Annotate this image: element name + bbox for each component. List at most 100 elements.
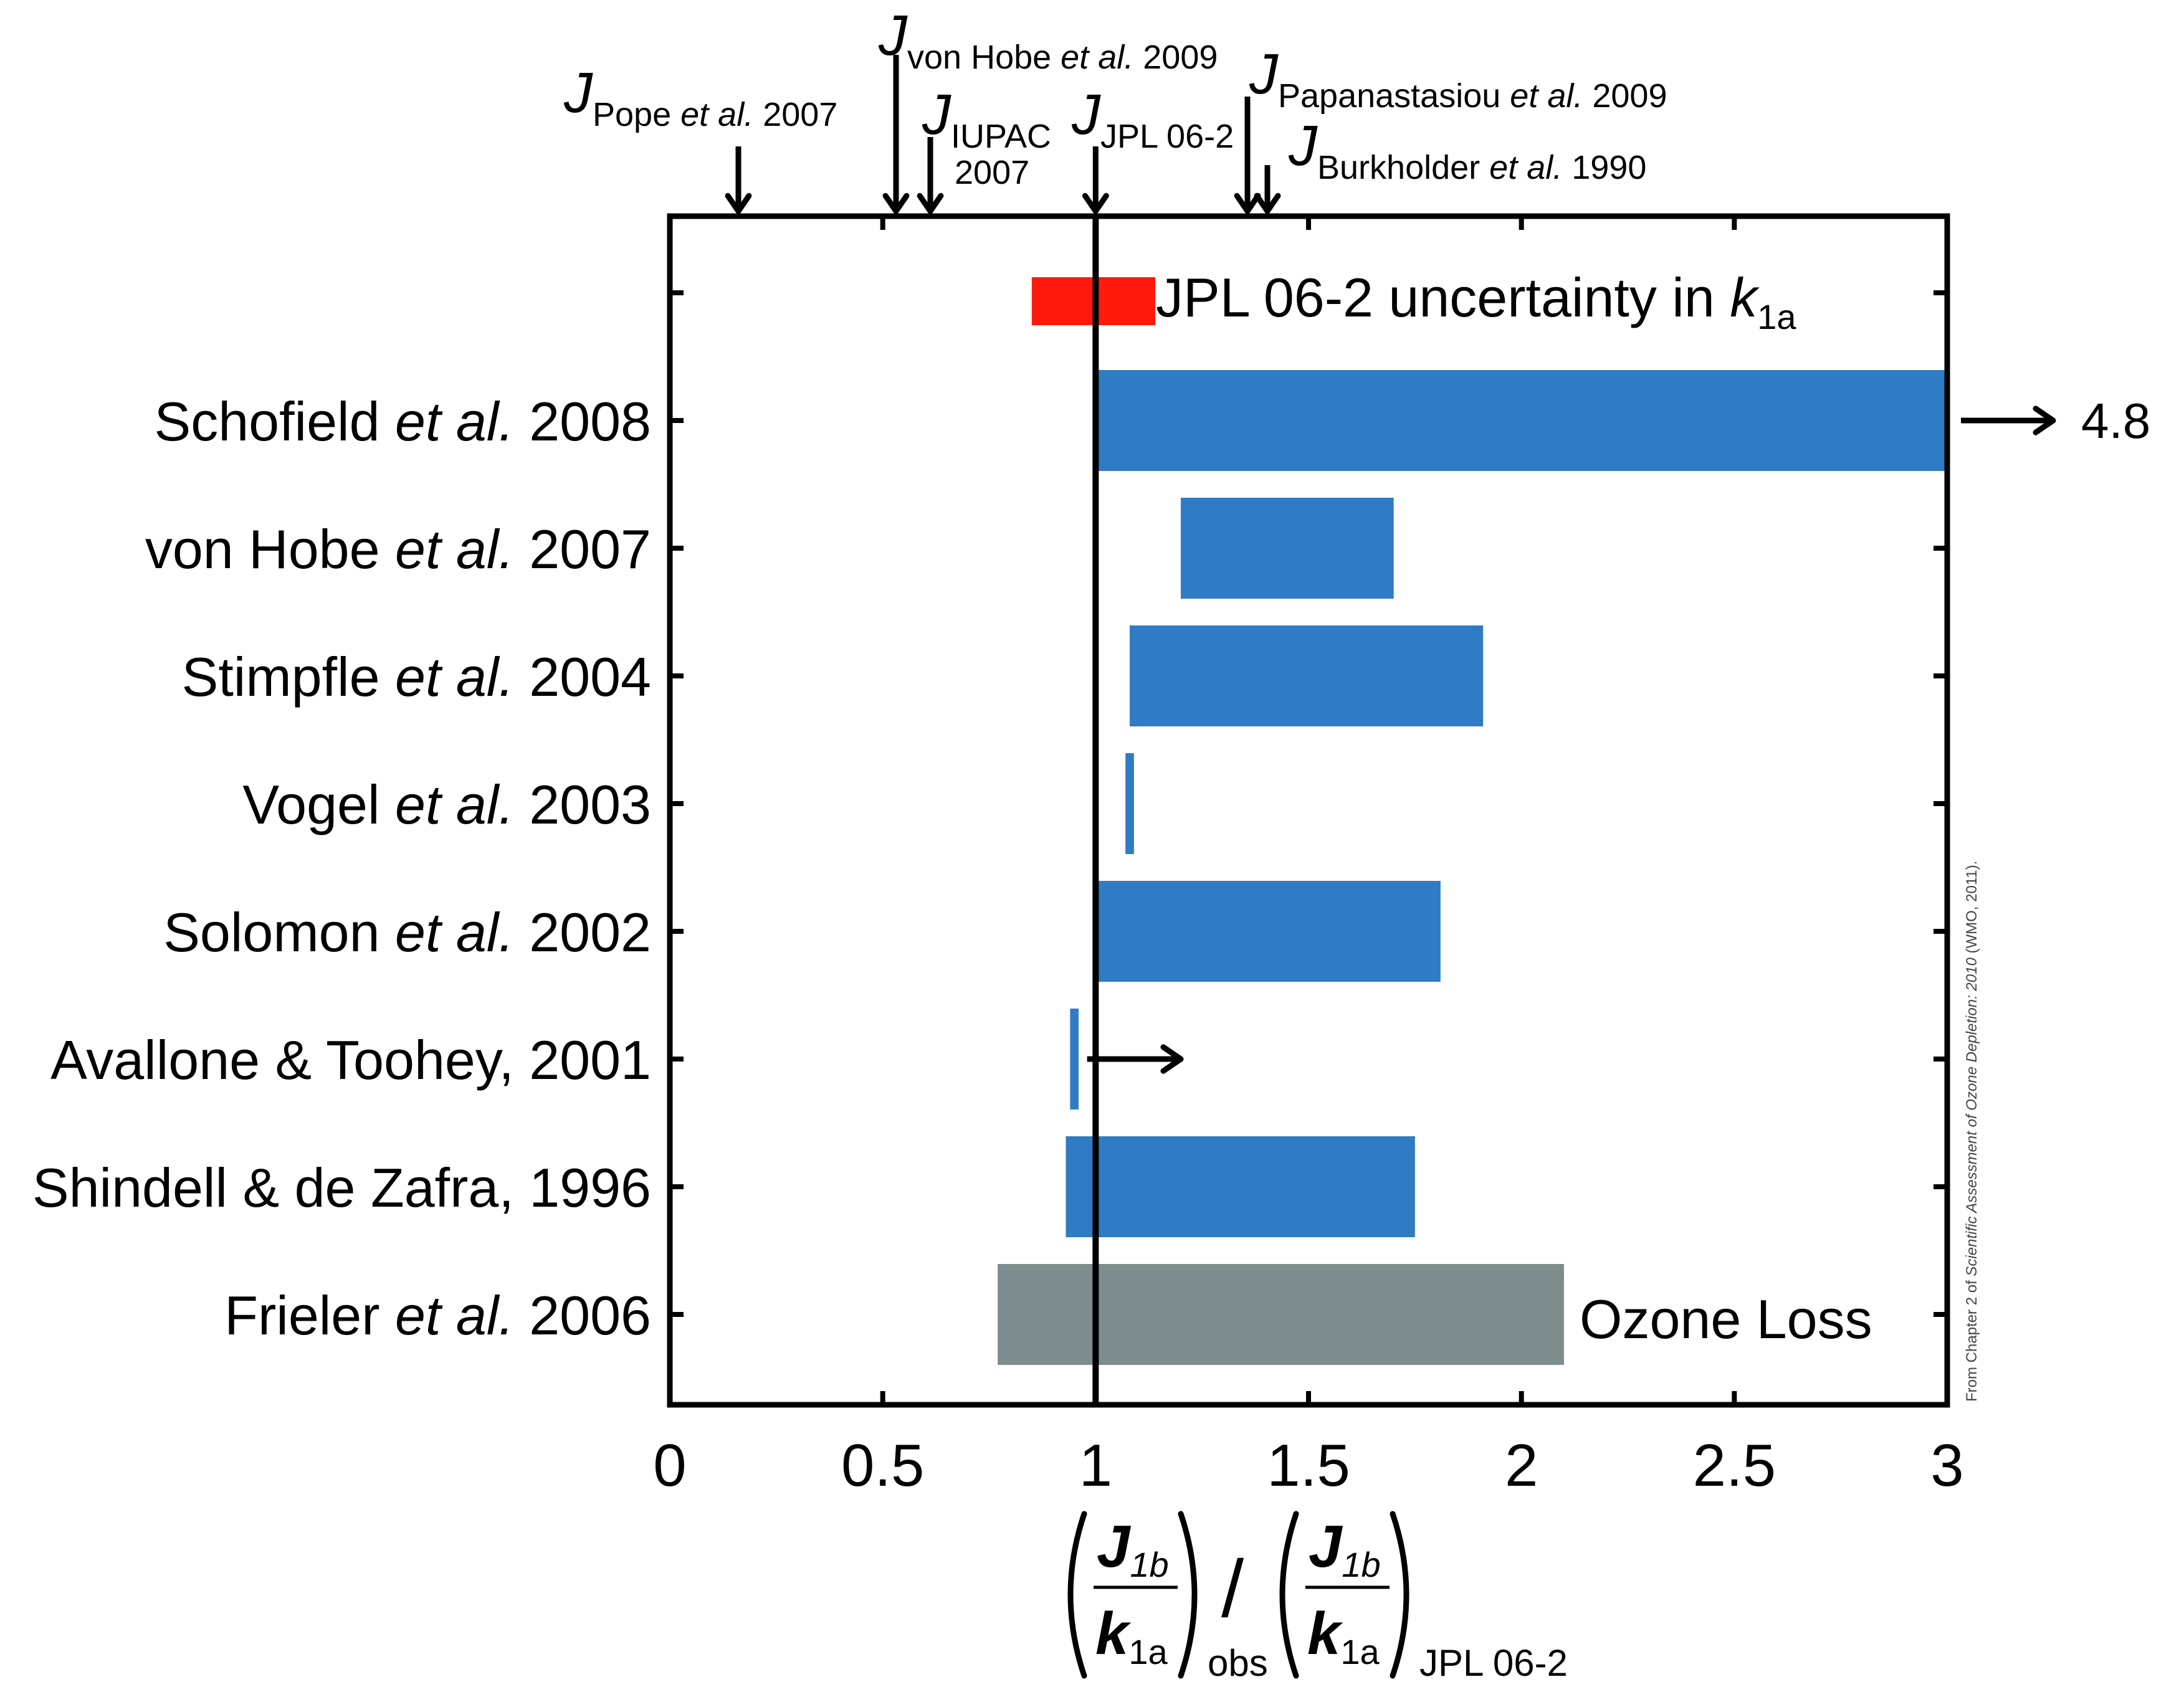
credit-part2: (WMO, 2011). xyxy=(1963,861,1980,958)
offscale-arrow xyxy=(1961,406,2056,435)
row-label-name: Schofield xyxy=(155,391,395,452)
marker-name: von Hobe xyxy=(907,39,1061,76)
row-label: Avallone & Toohey, 2001 xyxy=(50,1029,651,1091)
xlabel-frac2-outer-sub: JPL 06-2 xyxy=(1419,1642,1568,1682)
row-label: Frieler et al. 2006 xyxy=(224,1285,651,1346)
x-tick-label: 0 xyxy=(653,1432,686,1499)
bar xyxy=(1125,753,1134,854)
row-label-etal: et al. xyxy=(395,774,514,835)
xlabel-frac2-left-paren xyxy=(1279,1511,1299,1679)
row-label-year: 2002 xyxy=(514,901,651,963)
xlabel-frac2-numerator: J1b xyxy=(1309,1513,1381,1584)
marker-name: Pope xyxy=(593,96,680,133)
marker-symbol: J xyxy=(878,4,908,67)
marker-name: Burkholder xyxy=(1317,149,1489,186)
uncertainty-group: JPL 06-2 uncertainty in k1a xyxy=(1031,267,1796,336)
bar xyxy=(998,1264,1564,1365)
row-label: Stimpfle et al. 2004 xyxy=(182,646,651,708)
row-label-etal: et al. xyxy=(395,901,514,963)
bar xyxy=(1130,625,1484,726)
xlabel-frac1-outer-sub: obs xyxy=(1208,1642,1268,1682)
xlabel-slash: / xyxy=(1221,1543,1244,1634)
lower-limit-arrow-head xyxy=(1160,1044,1184,1074)
marker-arrow-head xyxy=(725,192,752,214)
marker-year-line: 2007 xyxy=(955,154,1029,191)
marker-year: 2009 xyxy=(1133,39,1218,76)
row-label-year: 2008 xyxy=(514,391,651,452)
bar xyxy=(1070,1009,1079,1109)
marker-arrow xyxy=(1254,165,1281,214)
marker-name: IUPAC xyxy=(951,118,1051,155)
row-label: Vogel et al. 2003 xyxy=(242,774,651,835)
marker-label: JIUPAC xyxy=(922,83,1051,155)
annotations: 4.8 Ozone Loss xyxy=(1087,393,2150,1350)
row-label-etal: et al. xyxy=(395,391,514,452)
figure-credit: From Chapter 2 of Scientific Assessment … xyxy=(1963,861,1980,1402)
marker-name: JPL 06-2 xyxy=(1100,118,1234,155)
bar xyxy=(1095,370,1947,471)
row-label-year: 2004 xyxy=(514,646,651,708)
row-label: Shindell & de Zafra, 1996 xyxy=(32,1157,651,1219)
offscale-arrow-head xyxy=(2033,406,2056,435)
credit-italic: Scientific Assessment of Ozone Depletion… xyxy=(1963,957,1980,1276)
xlabel-frac1-den-sub: 1a xyxy=(1128,1632,1168,1671)
marker-etal: et al. xyxy=(680,96,753,133)
x-tick-label: 1 xyxy=(1079,1432,1112,1499)
xlabel-frac1-right-paren xyxy=(1178,1511,1198,1679)
x-tick-label: 3 xyxy=(1930,1432,1963,1499)
xlabel-frac2-den-symbol: k xyxy=(1307,1600,1343,1667)
row-label: Schofield et al. 2008 xyxy=(155,391,651,452)
uncertainty-label-subscript: 1a xyxy=(1757,297,1796,336)
marker-arrow-head xyxy=(917,192,944,214)
marker-symbol: J xyxy=(922,83,951,146)
row-label-etal: et al. xyxy=(395,518,514,580)
marker-arrow xyxy=(882,55,910,214)
row-label-year: 2006 xyxy=(514,1285,651,1346)
data-bars xyxy=(998,370,1947,1365)
xlabel-frac2-denominator: k1a xyxy=(1307,1600,1380,1671)
row-label-etal: et al. xyxy=(395,1285,514,1346)
row-label-name: Frieler xyxy=(224,1285,395,1346)
plot-frame xyxy=(667,213,1950,1408)
marker-etal: et al. xyxy=(1489,149,1562,186)
row-label-year: 2007 xyxy=(514,518,651,580)
marker-etal: et al. xyxy=(1510,77,1583,115)
bar-note: Ozone Loss xyxy=(1580,1288,1872,1350)
marker-label: JPope et al. 2007 xyxy=(563,61,837,133)
credit-part1: From Chapter 2 of xyxy=(1963,1276,1980,1402)
row-labels: Schofield et al. 2008 von Hobe et al. 200… xyxy=(32,391,651,1346)
row-label-name: Vogel xyxy=(242,774,395,835)
x-tick-label: 1.5 xyxy=(1267,1432,1350,1499)
row-label: von Hobe et al. 2007 xyxy=(145,518,651,580)
marker-arrow-head xyxy=(1234,192,1261,214)
xlabel-frac2-den-sub: 1a xyxy=(1340,1632,1380,1671)
bar xyxy=(1066,1136,1415,1237)
uncertainty-label-prefix: JPL 06-2 uncertainty in xyxy=(1156,267,1730,328)
marker-symbol: J xyxy=(1249,42,1279,106)
row-label-year: 2003 xyxy=(514,774,651,835)
row-label-name: von Hobe xyxy=(145,518,395,580)
x-tick-label: 0.5 xyxy=(841,1432,924,1499)
x-tick-label: 2.5 xyxy=(1693,1432,1776,1499)
xlabel-frac1-den-symbol: k xyxy=(1095,1600,1132,1667)
xlabel-frac1-numerator: J1b xyxy=(1097,1513,1169,1584)
xlabel-frac1-num-sub: 1b xyxy=(1130,1545,1168,1584)
row-label-etal: et al. xyxy=(395,646,514,708)
x-tick-label: 2 xyxy=(1505,1432,1538,1499)
marker-arrow-head xyxy=(882,192,910,214)
bar xyxy=(1181,498,1394,599)
row-label: Solomon et al. 2002 xyxy=(163,901,651,963)
lower-limit-arrow xyxy=(1087,1044,1184,1074)
marker-arrow-head xyxy=(1254,192,1281,214)
marker-arrow xyxy=(917,137,944,214)
marker-etal: et al. xyxy=(1061,39,1133,76)
row-label-name: Solomon xyxy=(163,901,395,963)
marker-year: 1990 xyxy=(1562,149,1646,186)
uncertainty-label: JPL 06-2 uncertainty in k1a xyxy=(1156,267,1796,336)
marker-symbol: J xyxy=(1071,83,1101,146)
xlabel-frac2-num-symbol: J xyxy=(1309,1513,1343,1580)
marker-year: 2007 xyxy=(753,96,837,133)
row-label-name: Stimpfle xyxy=(182,646,395,708)
